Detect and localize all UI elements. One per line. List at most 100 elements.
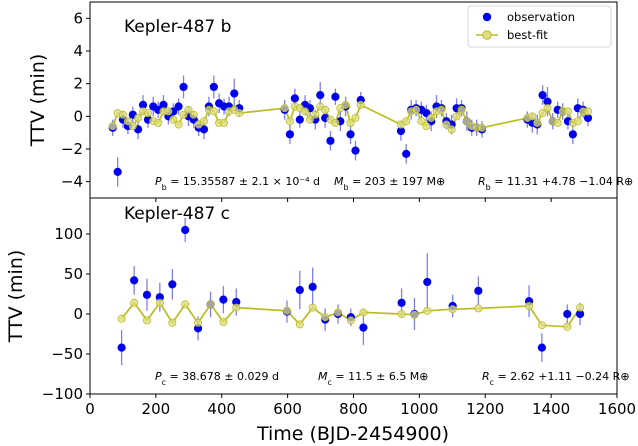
y-axis-label-b: TTV (min) (27, 54, 49, 148)
x-tick-label: 800 (339, 400, 368, 418)
best-fit-point (194, 318, 203, 327)
best-fit-point (285, 117, 294, 126)
observation-point (423, 277, 432, 287)
x-tick-label: 1400 (532, 400, 570, 418)
observation-point (179, 82, 188, 92)
best-fit-point (437, 105, 446, 114)
observation-point (232, 297, 241, 307)
best-fit-point (321, 313, 330, 322)
annotation-period-b-symbol: P (155, 175, 162, 188)
best-fit-point (301, 107, 310, 116)
observations-c (117, 225, 585, 352)
annotation-radius-c-symbol: R (482, 370, 490, 383)
plot-frame-c (89, 197, 618, 395)
best-fit-point (168, 318, 177, 327)
y-tick-label: 100 (54, 225, 83, 243)
x-ticks-b (89, 198, 618, 202)
observation-point (142, 290, 152, 299)
x-tick-label: 400 (207, 400, 236, 418)
annotation-period-b-value: = 15.35587 ± 2.1 × 10⁻⁴ d (167, 175, 320, 188)
observation-point (199, 125, 209, 134)
best-fit-point (452, 112, 461, 121)
best-fit-point (306, 115, 315, 124)
best-fit-point (164, 107, 173, 116)
best-fit-point (477, 123, 486, 132)
annotations-b: Pb = 15.35587 ± 2.1 × 10⁻⁴ d Mb = 203 ± … (155, 175, 633, 192)
y-tick-label: 6 (73, 9, 83, 27)
observation-point (396, 126, 406, 136)
observation-point (155, 293, 164, 302)
annotation-radius-c: Rc = 2.62 +1.11 −0.24 R⊕ (482, 370, 630, 387)
best-fit-point (169, 115, 178, 124)
best-fit-point (412, 105, 421, 114)
annotation-radius-b-symbol: R (478, 175, 486, 188)
best-fit-point (123, 117, 132, 126)
best-fit-point (184, 105, 193, 114)
y-axis-label-c: TTV (min) (5, 250, 27, 344)
best-fit-point (295, 320, 304, 329)
observation-point (209, 82, 218, 92)
best-fit-point (206, 300, 215, 309)
legend-observation-label: observation (507, 10, 575, 24)
best-fit-point (179, 110, 188, 119)
y-ticks-c: −100 −50 0 50 100 (42, 225, 90, 403)
best-fit-point (448, 305, 457, 314)
observations-b (108, 82, 593, 176)
y-tick-label: 4 (73, 42, 83, 60)
best-fit-point (311, 110, 320, 119)
observation-point (219, 295, 228, 304)
x-ticks-c: 0 200 400 600 800 1000 1200 1400 1600 (85, 394, 636, 418)
best-fit-point (474, 304, 483, 313)
best-fit-point (533, 118, 542, 127)
best-fit-point (402, 117, 411, 126)
best-fit-point (128, 122, 137, 131)
best-fit-point (576, 303, 585, 312)
annotation-radius-b-sub: b (486, 183, 491, 192)
annotation-period-c: Pc = 38.678 ± 0.029 d (155, 370, 279, 387)
best-fit-point (553, 118, 562, 127)
best-fit-point (410, 310, 419, 319)
best-fit-point (134, 113, 143, 122)
panel-title-b: Kepler-487 b (124, 17, 231, 37)
panel-kepler-487-b: Kepler-487 b TTV (min) −4 −2 0 2 4 6 Pb = 15.… (27, 1, 633, 202)
observation-point (316, 91, 325, 100)
panel-kepler-487-c: Kepler-487 c TTV (min) −100 −50 0 50 100 0 20… (5, 197, 636, 418)
annotation-period-b: Pb = 15.35587 ± 2.1 × 10⁻⁴ d (155, 175, 320, 192)
best-fit-point (209, 107, 218, 116)
x-tick-label: 0 (85, 400, 95, 418)
best-fit-point (563, 107, 572, 116)
observation-point (359, 323, 368, 332)
y-tick-label: −2 (61, 140, 83, 158)
legend: observation best-fit (467, 5, 612, 48)
observation-point (537, 343, 547, 352)
best-fit-point (280, 104, 289, 113)
best-fit-point (130, 298, 139, 307)
x-tick-label: 1200 (466, 400, 504, 418)
annotation-mass-c: Mc = 11.5 ± 6.5 M⊕ (318, 370, 429, 387)
x-tick-label: 200 (142, 400, 171, 418)
best-fit-point (199, 117, 208, 126)
best-fit-point (235, 109, 244, 118)
best-fit-point (346, 118, 355, 127)
annotation-mass-b: Mb = 203 ± 197 M⊕ (334, 175, 445, 192)
y-ticks-b: −4 −2 0 2 4 6 (61, 9, 90, 191)
best-fit-point (462, 117, 471, 126)
observation-point (174, 102, 183, 111)
best-fit-point (356, 100, 365, 109)
y-tick-label: 2 (73, 75, 83, 93)
x-tick-label: 600 (273, 400, 302, 418)
error-bars-c (120, 218, 581, 366)
annotation-mass-c-value: = 11.5 ± 6.5 M⊕ (332, 370, 429, 383)
annotation-period-c-value: = 38.678 ± 0.029 d (166, 370, 279, 383)
best-fit-point (397, 309, 406, 318)
observation-point (538, 91, 547, 100)
observation-point (117, 343, 126, 352)
observation-point (308, 282, 317, 291)
observation-point (474, 286, 483, 295)
observation-point (295, 285, 304, 295)
panel-title-c: Kepler-487 c (124, 204, 230, 224)
annotations-c: Pc = 38.678 ± 0.029 d Mc = 11.5 ± 6.5 M⊕… (155, 370, 630, 387)
best-fit-point (563, 322, 572, 331)
annotation-mass-b-value: = 203 ± 197 M⊕ (349, 175, 446, 188)
